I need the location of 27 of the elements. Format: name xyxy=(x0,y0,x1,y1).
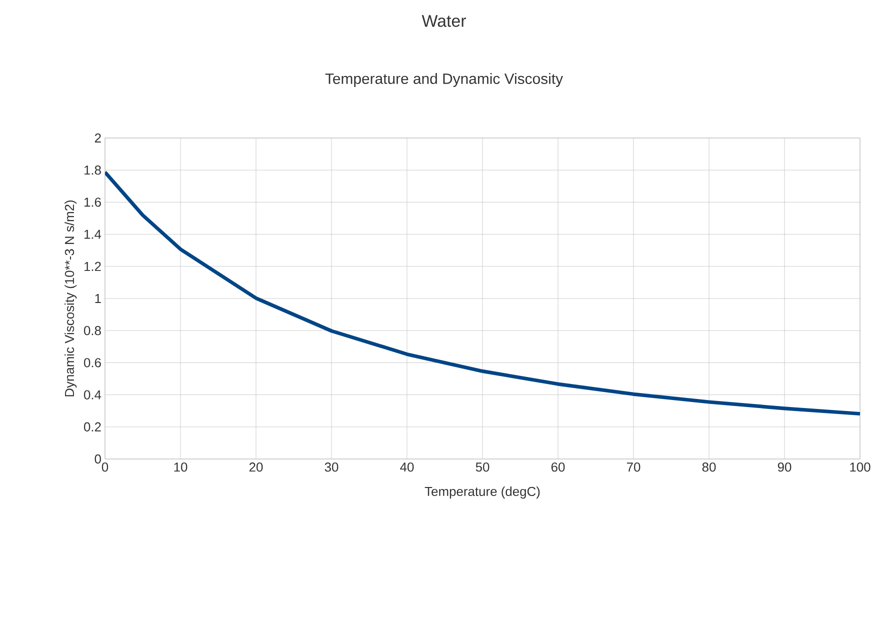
x-tick-label: 40 xyxy=(400,462,414,472)
y-axis-title: Dynamic Viscosity (10**-3 N s/m2) xyxy=(64,200,77,396)
y-tick-label: 1.8 xyxy=(84,166,101,175)
x-tick-label: 10 xyxy=(174,462,188,472)
x-axis-title: Temperature (degC) xyxy=(424,486,540,499)
chart-subtitle: Temperature and Dynamic Viscosity xyxy=(325,73,563,87)
x-tick-label: 20 xyxy=(249,462,263,472)
y-tick-label: 1 xyxy=(95,294,101,303)
chart-title: Water xyxy=(422,15,466,27)
x-tick-label: 70 xyxy=(626,462,640,472)
line-series xyxy=(105,170,860,416)
x-tick-label: 80 xyxy=(702,462,716,472)
x-tick-label: 100 xyxy=(850,462,870,472)
y-tick-label: 1.6 xyxy=(84,198,101,207)
y-tick-label: 0.2 xyxy=(84,422,101,432)
x-tick-label: 50 xyxy=(476,462,490,472)
x-tick-label: 0 xyxy=(102,462,108,472)
x-tick-label: 60 xyxy=(551,462,565,472)
y-tick-label: 2 xyxy=(94,133,101,143)
y-tick-label: 1.4 xyxy=(84,230,102,239)
y-tick-label: 0.4 xyxy=(84,390,102,400)
y-tick-label: 0.6 xyxy=(84,358,101,368)
y-tick-label: 0.8 xyxy=(84,326,101,336)
x-tick-label: 30 xyxy=(324,462,338,472)
x-tick-label: 90 xyxy=(778,462,792,472)
y-tick-label: 0 xyxy=(94,454,101,464)
y-tick-label: 1.2 xyxy=(84,262,101,271)
